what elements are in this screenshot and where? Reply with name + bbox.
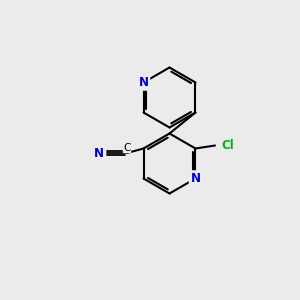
Text: N: N (190, 172, 200, 185)
Text: C: C (123, 142, 131, 153)
Text: Cl: Cl (221, 139, 234, 152)
Text: N: N (139, 76, 148, 89)
Text: N: N (94, 146, 104, 160)
